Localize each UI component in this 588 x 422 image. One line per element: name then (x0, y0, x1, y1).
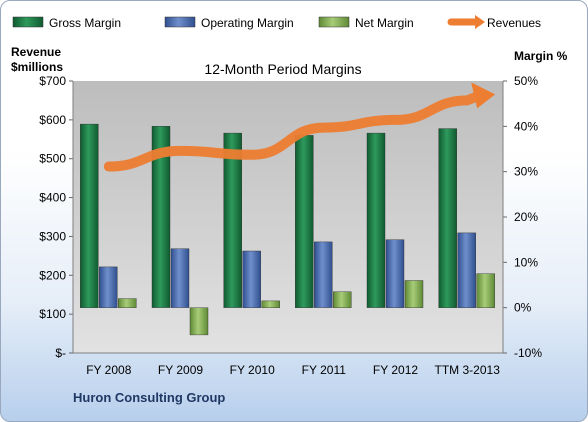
legend-label-net-margin: Net Margin (355, 16, 414, 30)
bar-gross-margin (295, 135, 314, 308)
bar-net-margin (118, 298, 137, 308)
left-axis-title-line1: Revenue (11, 45, 62, 59)
chart-title: 12-Month Period Margins (204, 61, 361, 77)
left-axis-tick-label: $100 (39, 307, 66, 321)
bar-gross-margin (151, 126, 171, 308)
right-axis-tick-label: 20% (514, 210, 538, 224)
x-axis-tick-label: FY 2008 (86, 363, 131, 377)
revenue-line-group (103, 82, 496, 172)
left-axis-tick-label: $400 (39, 191, 66, 205)
legend-label-revenues: Revenues (487, 16, 541, 30)
right-axis-tick-label: 40% (514, 119, 538, 133)
legend: Gross Margin Operating Margin Net Margin Re… (12, 15, 541, 30)
right-axis-tick-label: 0% (514, 301, 532, 315)
bar-gross-margin (366, 132, 386, 308)
x-axis-tick-label: TTM 3-2013 (435, 363, 501, 377)
revenue-arrowhead (471, 82, 496, 109)
right-axis-tick-label: -10% (514, 346, 542, 360)
legend-swatch-gross-margin (12, 16, 44, 28)
left-axis-tick-label: $300 (39, 229, 66, 243)
bar-net-margin (333, 291, 352, 308)
bar-operating-margin (170, 248, 190, 308)
legend-swatch-arrowhead (475, 15, 485, 29)
bar-gross-margin (223, 132, 242, 308)
bar-operating-margin (314, 241, 333, 308)
bar-operating-margin (457, 232, 476, 308)
legend-swatch-operating-margin (164, 16, 196, 28)
bars-group (80, 123, 495, 336)
left-axis-tick-label: $700 (39, 74, 66, 88)
bar-net-margin (189, 307, 209, 336)
right-axis-title: Margin % (514, 49, 568, 63)
legend-swatch-net-margin (318, 16, 350, 28)
left-axis-title-line2: $millions (11, 60, 64, 74)
revenue-line (103, 91, 483, 172)
left-axis-tick-label: $500 (39, 152, 66, 166)
right-axis-tick-label: 50% (514, 74, 538, 88)
x-axis-tick-label: FY 2009 (158, 363, 203, 377)
bar-gross-margin (438, 128, 457, 308)
bar-net-margin (261, 300, 280, 308)
footer-company-name: Huron Consulting Group (73, 390, 226, 405)
bar-net-margin (404, 280, 424, 308)
x-axis-tick-label: FY 2012 (373, 363, 418, 377)
x-axis-tick-label: FY 2011 (302, 363, 347, 377)
left-axis-tick-label: $600 (39, 113, 66, 127)
right-axis-tick-label: 30% (514, 165, 538, 179)
right-axis-tick-label: 10% (514, 255, 538, 269)
axes-group: $- $100 $200 $300 $400 $500 $600 $700 -10% 0% 10% 2… (39, 74, 542, 377)
legend-label-gross-margin: Gross Margin (49, 16, 121, 30)
bar-net-margin (476, 273, 495, 308)
bar-operating-margin (385, 239, 405, 308)
legend-label-operating-margin: Operating Margin (201, 16, 294, 30)
left-axis-tick-label: $- (55, 346, 66, 360)
bar-gross-margin (80, 123, 99, 308)
bar-operating-margin (242, 250, 261, 308)
bar-operating-margin (99, 266, 118, 308)
x-axis-tick-label: FY 2010 (230, 363, 275, 377)
plot-area (73, 81, 503, 353)
left-axis-tick-label: $200 (39, 268, 66, 282)
